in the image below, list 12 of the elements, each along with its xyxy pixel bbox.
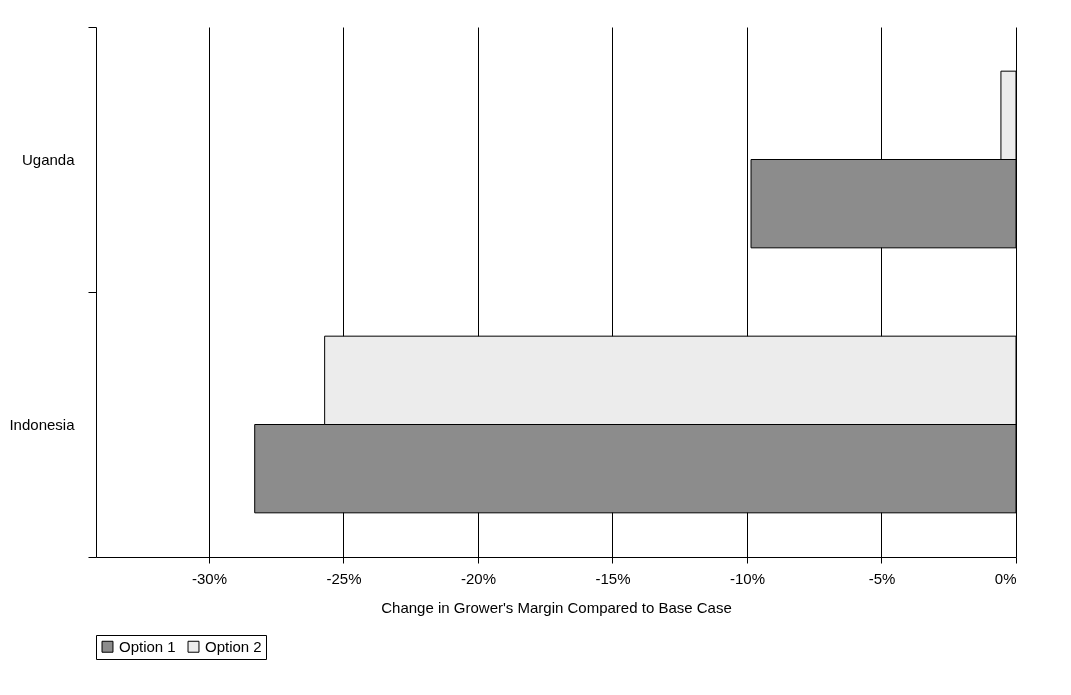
y-tick-label: Indonesia — [9, 416, 76, 433]
x-tick-label: -20% — [460, 569, 496, 587]
y-tick-label: Uganda — [21, 151, 76, 168]
x-tick-label: -10% — [729, 569, 766, 587]
x-tick-label: -5% — [868, 569, 896, 587]
x-tick-label: -15% — [595, 569, 631, 587]
legend-label: Option 1 — [119, 637, 176, 655]
x-axis-title: Change in Grower's Margin Compared to Base Case — [381, 598, 732, 616]
legend-label: Option 2 — [205, 637, 262, 655]
x-tick-label: 0% — [994, 569, 1017, 587]
x-tick-label: -30% — [191, 569, 227, 587]
x-tick-label: -25% — [326, 569, 362, 587]
